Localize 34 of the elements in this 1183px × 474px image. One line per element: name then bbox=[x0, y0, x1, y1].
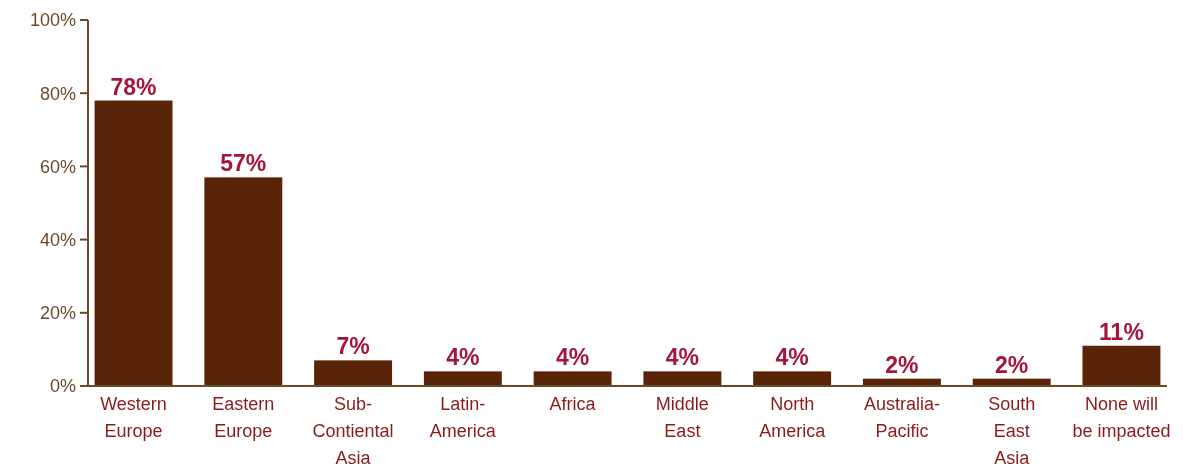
data-label: 57% bbox=[220, 150, 267, 177]
bar bbox=[314, 360, 393, 386]
y-tick-label: 80% bbox=[39, 83, 76, 104]
x-tick-label: Eastern Europe bbox=[212, 394, 275, 441]
data-label: 4% bbox=[775, 344, 809, 371]
data-label: 4% bbox=[665, 344, 700, 371]
x-tick-label: Australia- Pacific bbox=[863, 394, 940, 441]
x-tick-label: Middle East bbox=[655, 394, 709, 441]
y-tick-label: 60% bbox=[39, 156, 76, 177]
x-tick-label: Africa bbox=[549, 394, 597, 414]
data-label: 4% bbox=[446, 344, 480, 371]
y-tick-label: 0% bbox=[49, 376, 76, 397]
bar bbox=[753, 371, 832, 386]
data-label: 2% bbox=[885, 351, 919, 378]
y-tick-label: 40% bbox=[39, 229, 76, 250]
x-tick-label: North America bbox=[759, 394, 827, 441]
bar bbox=[533, 371, 612, 386]
data-label: 4% bbox=[555, 344, 590, 371]
data-label: 7% bbox=[336, 333, 370, 360]
data-label: 11% bbox=[1099, 318, 1144, 345]
bar bbox=[643, 371, 722, 386]
data-label: 2% bbox=[995, 351, 1029, 378]
x-tick-label: Sub- Contiental Asia bbox=[312, 394, 394, 468]
bar bbox=[94, 100, 173, 386]
bar bbox=[423, 371, 502, 386]
bar bbox=[204, 177, 283, 386]
x-tick-label: South East Asia bbox=[988, 394, 1036, 468]
bar bbox=[1082, 345, 1161, 386]
x-tick-label: Western Europe bbox=[100, 394, 167, 441]
data-label: 78% bbox=[110, 73, 157, 100]
x-tick-label: None will be impacted bbox=[1072, 394, 1171, 441]
y-tick-label: 100% bbox=[29, 10, 76, 31]
y-tick-label: 20% bbox=[39, 303, 76, 324]
x-tick-label: Latin- America bbox=[429, 394, 497, 441]
